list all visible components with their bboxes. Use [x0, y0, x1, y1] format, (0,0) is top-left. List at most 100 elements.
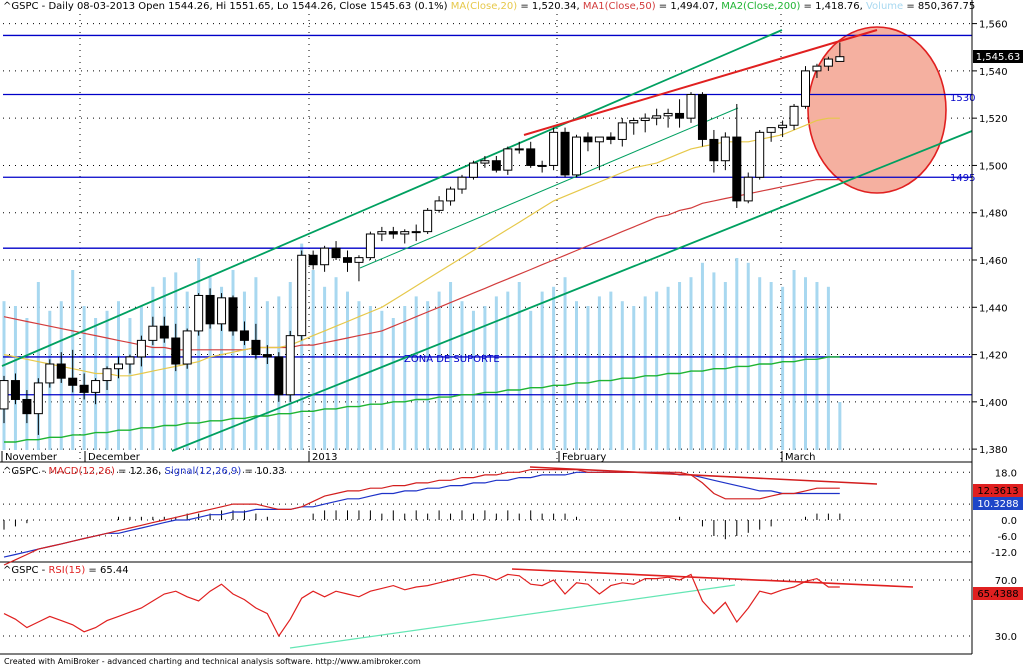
- candle-up: [446, 188, 456, 202]
- candle-down: [560, 131, 570, 176]
- macd-symbol: ^GSPC -: [3, 466, 49, 477]
- candle-up: [400, 231, 410, 235]
- y-tick-label: 1,480: [979, 209, 1008, 220]
- macd-value-label: 12.3613: [977, 486, 1018, 497]
- signal-value-badge: [973, 497, 1023, 510]
- macd-divergence-line: [529, 466, 878, 485]
- y-tick-label: 1,560: [979, 20, 1008, 31]
- candle-up: [136, 339, 146, 358]
- candle-down: [331, 247, 341, 259]
- candle-down: [491, 160, 501, 171]
- candle-up: [663, 112, 673, 117]
- support-zone-label: ZONA DE SUPORTE: [404, 354, 500, 365]
- volume-bar: [368, 306, 372, 450]
- macd-value: = 12.36,: [114, 466, 165, 477]
- y-tick-label: 1,420: [979, 351, 1008, 362]
- y-tick-label: 1,400: [979, 398, 1008, 409]
- ma200-value: = 1,418.76,: [800, 1, 866, 12]
- rsi-y-label: 30.0: [995, 632, 1017, 643]
- volume-bar: [300, 243, 304, 450]
- candle-down: [388, 231, 398, 235]
- candle-up: [354, 257, 364, 263]
- candle-down: [205, 294, 215, 325]
- candle-up: [423, 209, 433, 233]
- volume-bar: [231, 270, 235, 450]
- candle-down: [675, 112, 685, 119]
- volume-bar: [552, 286, 556, 450]
- candle-up: [457, 176, 467, 190]
- rsi-pane[interactable]: 70.0 30.0 65.4388: [0, 568, 1023, 655]
- volume-label: Volume: [865, 1, 904, 12]
- macd-y-label: 0.0: [1001, 516, 1017, 527]
- volume-bar: [426, 301, 430, 450]
- volume-bar: [563, 277, 567, 450]
- candle-down: [274, 356, 284, 396]
- candle-up: [297, 254, 307, 337]
- y-tick-label: 1,520: [979, 114, 1008, 125]
- level-1495-label: 1495: [950, 173, 975, 184]
- footer-credit: Created with AmiBroker - advanced charti…: [4, 657, 421, 666]
- rsi-value-badge: [973, 587, 1023, 600]
- volume-bar: [323, 286, 327, 450]
- candle-up: [514, 148, 524, 151]
- price-header: ^GSPC - Daily 08-03-2013 Open 1544.26, H…: [3, 1, 975, 12]
- candle-up: [801, 70, 810, 107]
- candle-up: [434, 200, 444, 211]
- volume-bar: [712, 272, 716, 450]
- y-tick-label: 1,540: [979, 67, 1008, 78]
- volume-bar: [391, 318, 395, 450]
- volume-bar: [128, 318, 132, 450]
- ma50-label: MA1(Close,50): [582, 1, 656, 12]
- ma20-label: MA(Close,20): [450, 1, 518, 12]
- candle-up: [835, 56, 845, 62]
- volume-bar: [575, 301, 578, 450]
- candle-up: [91, 380, 101, 393]
- candle-up: [812, 65, 822, 72]
- candle-up: [468, 162, 478, 178]
- candle-up: [823, 58, 833, 67]
- channel-inner-line: [359, 107, 739, 269]
- volume-bar: [334, 277, 338, 450]
- volume-bar: [483, 306, 487, 450]
- volume-bar: [25, 318, 29, 450]
- candle-up: [640, 117, 650, 122]
- volume-bar: [540, 291, 544, 450]
- candle-up: [755, 131, 765, 178]
- candle-up: [652, 115, 662, 119]
- volume-bar: [437, 291, 441, 450]
- candle-up: [778, 124, 788, 129]
- volume-bar: [678, 282, 682, 450]
- volume-bar: [517, 282, 521, 450]
- macd-value-badge: [973, 484, 1023, 497]
- signal-value: = 10.33: [241, 466, 285, 477]
- candle-down: [171, 337, 181, 365]
- candle-up: [537, 164, 547, 167]
- volume-bar: [460, 301, 464, 450]
- macd-y-label: 18.0: [995, 468, 1017, 479]
- candle-down: [526, 148, 536, 166]
- volume-bar: [254, 277, 258, 450]
- candle-up: [33, 382, 43, 415]
- volume-bar: [666, 286, 670, 450]
- last-price-badge: [973, 50, 1023, 63]
- volume-bar: [689, 277, 693, 450]
- volume-bar: [506, 291, 510, 450]
- y-tick-label: 1,440: [979, 303, 1008, 314]
- volume-bar: [792, 270, 796, 450]
- candle-up: [686, 94, 696, 119]
- last-price-label: 1,545.63: [976, 52, 1021, 63]
- price-pane[interactable]: ZONA DE SUPORTE 1530 1495: [0, 14, 975, 462]
- symbol-label: ^GSPC: [3, 1, 39, 12]
- volume-bar: [2, 301, 6, 450]
- candle-up: [217, 297, 227, 325]
- candle-up: [594, 136, 604, 143]
- volume-bar: [139, 306, 143, 450]
- candle-up: [617, 122, 627, 140]
- candle-down: [262, 354, 272, 358]
- candle-down: [10, 380, 20, 400]
- macd-y-label: -12.0: [991, 548, 1017, 559]
- y-tick-label: 1,380: [979, 445, 1008, 456]
- volume-bar: [242, 291, 246, 450]
